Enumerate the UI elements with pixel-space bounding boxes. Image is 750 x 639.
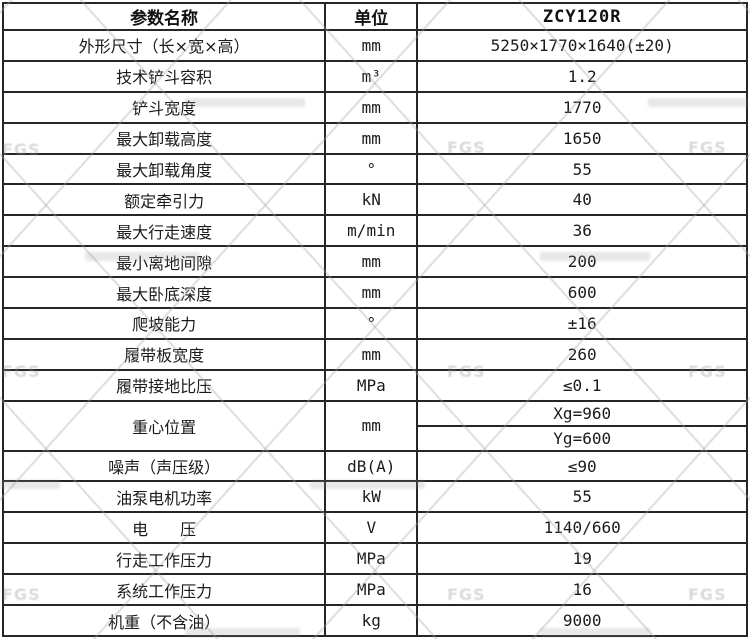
table-row: Yg=600: [3, 424, 748, 452]
param-name-cell: 噪声（声压级）: [1, 449, 327, 483]
value-cell: 1140/660: [416, 511, 748, 545]
param-name-cell: 额定牵引力: [1, 183, 327, 217]
table-row: 最大卸载高度 mm 1650: [1, 121, 748, 155]
unit-cell: V: [324, 511, 419, 545]
table-row: 履带板宽度 mm 260: [1, 337, 748, 371]
table-row: 技术铲斗容积 m³ 1.2: [1, 59, 748, 93]
table-row: 行走工作压力 MPa 19: [1, 542, 748, 576]
table-row: 重心位置 mm Xg=960: [1, 399, 748, 452]
param-name-cell: 履带板宽度: [1, 337, 327, 371]
unit-cell: mm: [324, 276, 419, 310]
unit-cell: mm: [324, 399, 419, 452]
param-name-cell: 外形尺寸（长×宽×高）: [1, 29, 327, 62]
unit-cell: mm: [324, 29, 419, 62]
value-cell: 600: [416, 276, 748, 310]
unit-cell: kg: [324, 604, 419, 637]
value-cell: ±16: [416, 307, 748, 340]
unit-cell: MPa: [324, 573, 419, 607]
param-name-cell: 技术铲斗容积: [1, 59, 327, 93]
unit-cell: dB(A): [324, 449, 419, 483]
table-row: 最大行走速度 m/min 36: [1, 214, 748, 248]
table-row: 最大卸载角度 ° 55: [1, 152, 748, 186]
value-cell: 1770: [416, 90, 748, 124]
unit-cell: °: [324, 307, 419, 340]
param-name-cell: 行走工作压力: [1, 542, 327, 576]
table-row: 最大卧底深度 mm 600: [1, 276, 748, 310]
unit-cell: kW: [324, 480, 419, 514]
value-cell: Yg=600: [416, 424, 748, 452]
value-cell: 9000: [416, 604, 748, 637]
unit-cell: mm: [324, 121, 419, 155]
unit-cell: °: [324, 152, 419, 186]
col-header-model: ZCY120R: [416, 2, 748, 31]
value-cell: 55: [416, 152, 748, 186]
table-row: 机重（不含油） kg 9000: [1, 604, 748, 637]
param-name-cell: 机重（不含油）: [1, 604, 327, 637]
col-header-unit: 单位: [324, 2, 419, 31]
value-cell: 5250×1770×1640(±20): [416, 29, 748, 62]
unit-cell: MPa: [324, 542, 419, 576]
param-name-cell: 电 压: [1, 511, 327, 545]
param-name-cell: 最大行走速度: [1, 214, 327, 248]
unit-cell: mm: [324, 90, 419, 124]
value-cell: 40: [416, 183, 748, 217]
param-name-cell: 铲斗宽度: [1, 90, 327, 124]
param-name-cell: 系统工作压力: [1, 573, 327, 607]
table-row: 额定牵引力 kN 40: [1, 183, 748, 217]
value-cell: 260: [416, 337, 748, 371]
spec-table-body: 外形尺寸（长×宽×高） mm 5250×1770×1640(±20) 技术铲斗容积 m³…: [1, 29, 748, 637]
param-name-cell: 爬坡能力: [1, 307, 327, 340]
header-row: 参数名称 单位 ZCY120R: [1, 2, 748, 31]
value-cell: 1.2: [416, 59, 748, 93]
table-row: 爬坡能力 ° ±16: [1, 307, 748, 340]
col-header-parameter: 参数名称: [1, 2, 327, 31]
value-cell: 16: [416, 573, 748, 607]
unit-cell: MPa: [324, 368, 419, 402]
table-row: 最小离地间隙 mm 200: [1, 245, 748, 279]
unit-cell: m/min: [324, 214, 419, 248]
param-name-cell: 最小离地间隙: [1, 245, 327, 279]
value-cell: 19: [416, 542, 748, 576]
table-row: 履带接地比压 MPa ≤0.1: [1, 368, 748, 402]
table-row: 铲斗宽度 mm 1770: [1, 90, 748, 124]
unit-cell: mm: [324, 337, 419, 371]
value-cell: ≤0.1: [416, 368, 748, 402]
value-cell: 200: [416, 245, 748, 279]
table-row: 电 压 V 1140/660: [1, 511, 748, 545]
value-cell: 1650: [416, 121, 748, 155]
param-name-cell: 油泵电机功率: [1, 480, 327, 514]
unit-cell: m³: [324, 59, 419, 93]
value-cell: ≤90: [416, 449, 748, 483]
table-row: 噪声（声压级） dB(A) ≤90: [1, 449, 748, 483]
value-cell: 55: [416, 480, 748, 514]
param-name-cell: 重心位置: [1, 399, 327, 452]
unit-cell: mm: [324, 245, 419, 279]
unit-cell: kN: [324, 183, 419, 217]
table-row: 外形尺寸（长×宽×高） mm 5250×1770×1640(±20): [1, 29, 748, 62]
table-row: 油泵电机功率 kW 55: [1, 480, 748, 514]
table-row: 系统工作压力 MPa 16: [1, 573, 748, 607]
value-cell: 36: [416, 214, 748, 248]
param-name-cell: 最大卸载角度: [1, 152, 327, 186]
param-name-cell: 最大卧底深度: [1, 276, 327, 310]
value-cell: Xg=960: [416, 399, 748, 427]
param-name-cell: 最大卸载高度: [1, 121, 327, 155]
param-name-cell: 履带接地比压: [1, 368, 327, 402]
